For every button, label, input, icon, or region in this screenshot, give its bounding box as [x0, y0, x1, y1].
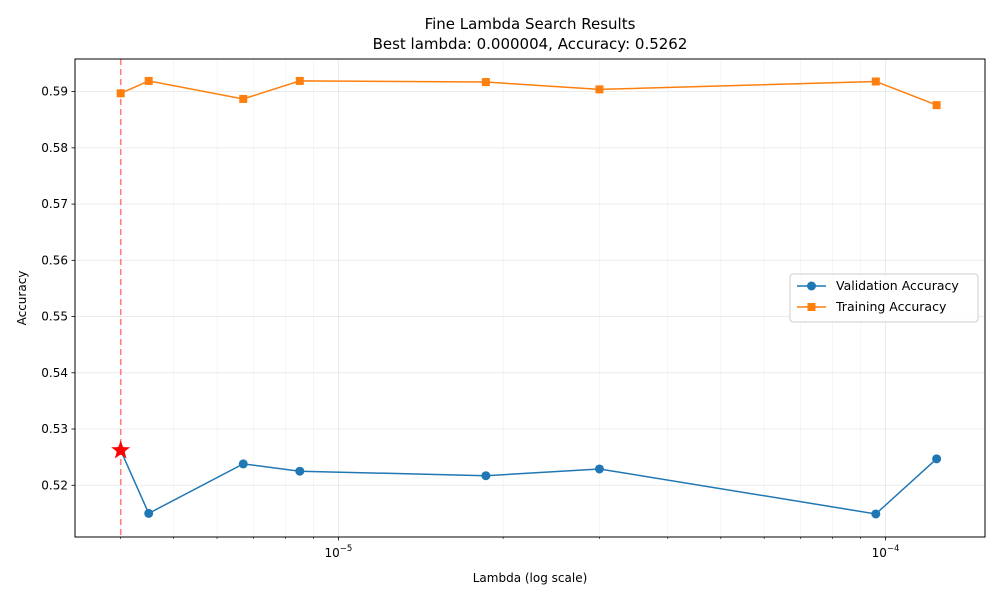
legend: Validation Accuracy Training Accuracy: [789, 273, 979, 323]
y-tick-label: 0.53: [41, 422, 68, 436]
best-point-star-icon: [111, 440, 131, 459]
chart-subtitle: Best lambda: 0.000004, Accuracy: 0.5262: [373, 35, 688, 53]
legend-marker-training: [807, 303, 816, 311]
y-tick-label: 0.54: [41, 366, 68, 380]
y-axis-label: Accuracy: [15, 271, 29, 326]
y-tick-label: 0.59: [41, 85, 68, 99]
legend-box: [789, 273, 979, 323]
x-axis-label: Lambda (log scale): [473, 571, 588, 585]
series-line-training: [120, 80, 937, 106]
data-point-training: [116, 89, 125, 98]
data-point-training: [144, 76, 153, 85]
data-point-validation: [481, 471, 491, 481]
series-group: [116, 76, 942, 519]
data-point-validation: [144, 508, 154, 518]
data-point-training: [932, 101, 941, 110]
plot-area-frame: [74, 58, 986, 538]
chart-title: Fine Lambda Search Results: [425, 15, 636, 33]
y-tick-label: 0.55: [41, 310, 68, 324]
data-point-training: [295, 76, 304, 85]
legend-label-validation: Validation Accuracy: [836, 278, 959, 293]
data-point-validation: [238, 459, 248, 469]
data-point-training: [595, 85, 604, 94]
axis-ticks: 10−5 10−4 0.52 0.53 0.54 0.55 0.56 0.57 0.58 0.59: [41, 85, 899, 560]
best-point-group: [111, 440, 131, 459]
x-tick-label: 10−4: [872, 544, 900, 560]
data-point-validation: [871, 509, 881, 519]
legend-marker-validation: [807, 281, 816, 291]
y-tick-label: 0.58: [41, 141, 68, 155]
series-line-validation: [120, 450, 938, 515]
data-point-validation: [594, 464, 604, 474]
y-tick-label: 0.56: [41, 253, 68, 267]
y-tick-label: 0.57: [41, 197, 68, 211]
data-point-validation: [932, 454, 942, 464]
y-tick-label: 0.52: [41, 478, 68, 492]
legend-label-training: Training Accuracy: [835, 299, 947, 314]
data-point-training: [871, 77, 880, 86]
x-tick-label: 10−5: [325, 544, 353, 560]
data-point-validation: [295, 466, 305, 476]
data-point-training: [481, 78, 490, 87]
data-point-training: [239, 94, 248, 103]
